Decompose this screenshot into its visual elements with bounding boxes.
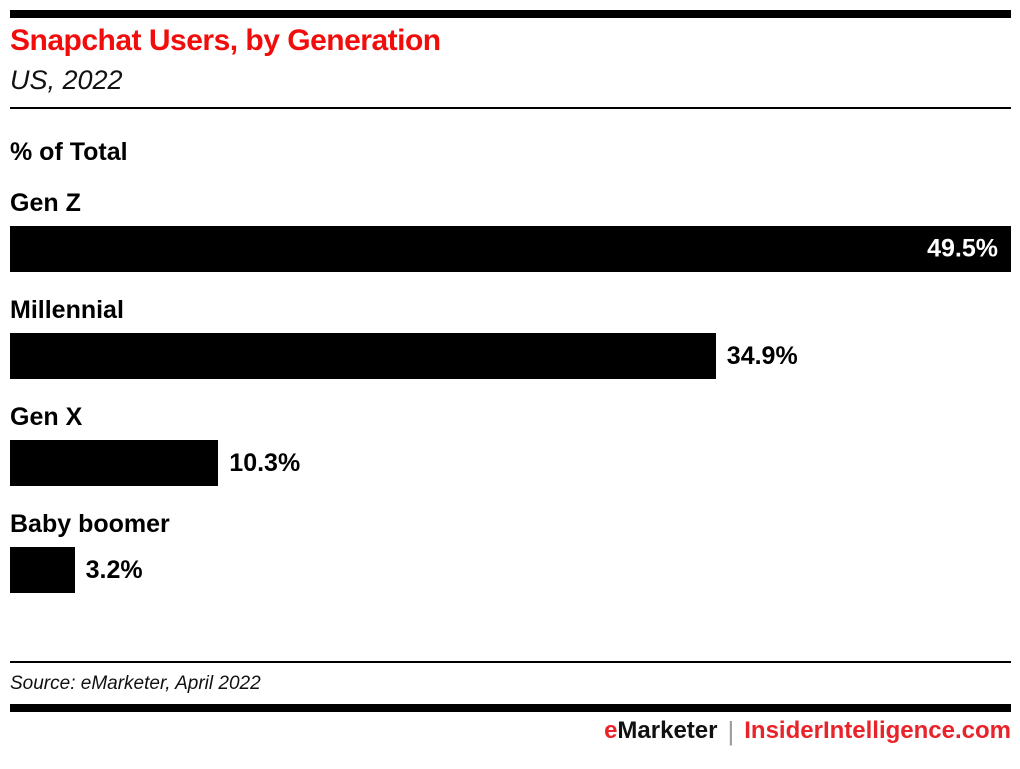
chart-card: Snapchat Users, by Generation US, 2022 %…	[0, 10, 1020, 744]
emarketer-logo-rest: Marketer	[617, 717, 718, 744]
category-label-gen-x: Gen X	[10, 403, 83, 431]
insider-intelligence-link[interactable]: InsiderIntelligence.com	[744, 717, 1011, 744]
bar-row-baby-boomer: 3.2%	[10, 547, 1011, 593]
bar-value-gen-x: 10.3%	[229, 448, 301, 477]
branding-row: eMarketer | InsiderIntelligence.com	[10, 716, 1011, 746]
bar-gen-z: 49.5%	[10, 226, 1011, 272]
bar-row-gen-z: 49.5%	[10, 226, 1011, 272]
category-label-gen-z: Gen Z	[10, 189, 81, 217]
category-label-millennial: Millennial	[10, 296, 124, 324]
bar-value-baby-boomer: 3.2%	[85, 555, 143, 584]
footer-divider-thin	[10, 661, 1011, 663]
emarketer-logo-accent: e	[604, 717, 618, 744]
category-label-baby-boomer: Baby boomer	[10, 510, 170, 538]
bar-value-gen-z: 49.5%	[927, 234, 998, 263]
axis-title: % of Total	[10, 138, 128, 166]
bar-row-gen-x: 10.3%	[10, 440, 1011, 486]
top-accent-bar	[10, 10, 1011, 18]
bar-baby-boomer	[10, 547, 75, 593]
bar-millennial	[10, 333, 716, 379]
chart-subtitle: US, 2022	[10, 65, 123, 95]
bar-gen-x	[10, 440, 219, 486]
bar-row-millennial: 34.9%	[10, 333, 1011, 379]
chart-title: Snapchat Users, by Generation	[10, 24, 441, 57]
footer-accent-bar	[10, 704, 1011, 712]
header-divider	[10, 107, 1011, 109]
source-note: Source: eMarketer, April 2022	[10, 673, 261, 694]
branding-pipe-divider: |	[727, 716, 735, 746]
bar-value-millennial: 34.9%	[726, 341, 798, 370]
emarketer-logo: eMarketer	[604, 718, 717, 744]
